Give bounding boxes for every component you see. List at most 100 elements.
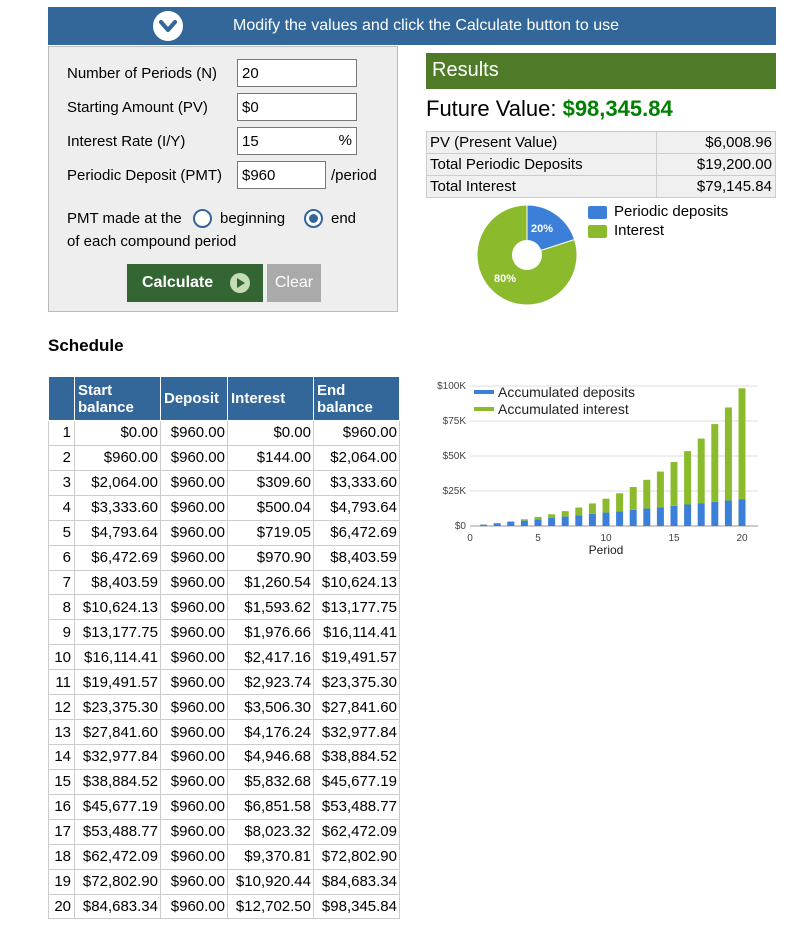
table-cell: $1,976.66 [227, 619, 314, 646]
table-cell: $960.00 [160, 694, 228, 721]
table-row: 13 $27,841.60 $960.00 $4,176.24 $32,977.84 [48, 719, 400, 745]
table-cell: $27,841.60 [74, 719, 161, 745]
table-cell: $144.00 [227, 444, 314, 471]
percent-suffix: % [327, 127, 357, 155]
row-index: 20 [48, 893, 75, 920]
pie-legend: Periodic deposits Interest [588, 203, 728, 241]
table-cell: $960.00 [160, 669, 228, 696]
table-row: 9 $13,177.75 $960.00 $1,976.66 $16,114.41 [48, 619, 400, 646]
pie-label-interest: 80% [494, 273, 516, 285]
table-cell: $23,375.30 [74, 694, 161, 721]
table-cell: $16,114.41 [74, 644, 161, 671]
radio-end[interactable] [304, 209, 323, 228]
bar-deposits [629, 509, 637, 526]
x-tick-label: 10 [600, 533, 612, 544]
pie-slice-deposits [526, 205, 576, 256]
timing-suffix: of each compound period [67, 233, 237, 250]
row-index: 15 [48, 768, 75, 795]
table-cell: $3,506.30 [227, 694, 314, 721]
bar-deposits [643, 508, 651, 526]
fv-label: Future Value: [426, 96, 557, 121]
table-cell: $10,624.13 [313, 569, 400, 596]
result-row: Total Interest $79,145.84 [425, 175, 776, 198]
table-cell: $62,472.09 [313, 818, 400, 845]
row-index: 8 [48, 594, 75, 621]
y-tick-label: $50K [443, 451, 467, 462]
schedule-title: Schedule [48, 336, 124, 355]
table-row: 17 $53,488.77 $960.00 $8,023.32 $62,472.09 [48, 818, 400, 845]
table-cell: $960.00 [160, 868, 228, 895]
legend-swatch-interest [588, 225, 607, 238]
pie-label-deposits: 20% [531, 223, 553, 235]
results-header: Results [426, 53, 776, 89]
result-label: Total Periodic Deposits [425, 153, 658, 176]
schedule-header-cell [48, 376, 75, 421]
table-cell: $960.00 [160, 719, 228, 745]
timing-end-label[interactable]: end [331, 210, 357, 227]
instruction-text: Modify the values and click the Calculat… [233, 17, 619, 34]
table-cell: $960.00 [160, 619, 228, 646]
table-cell: $53,488.77 [313, 793, 400, 820]
bar-interest [507, 521, 515, 522]
interest-rate-input[interactable] [237, 127, 327, 155]
table-row: 10 $16,114.41 $960.00 $2,417.16 $19,491.57 [48, 644, 400, 671]
bar-deposits [493, 523, 501, 526]
bar-interest [588, 503, 596, 514]
table-row: 18 $62,472.09 $960.00 $9,370.81 $72,802.90 [48, 843, 400, 870]
calculate-button[interactable]: Calculate [127, 264, 263, 302]
table-cell: $960.00 [160, 793, 228, 820]
fv-value: $98,345.84 [562, 96, 673, 121]
table-row: 4 $3,333.60 $960.00 $500.04 $4,793.64 [48, 494, 400, 521]
table-cell: $960.00 [160, 893, 228, 920]
radio-beginning[interactable] [193, 209, 212, 228]
bar-deposits [561, 516, 569, 526]
table-cell: $27,841.60 [313, 694, 400, 721]
table-cell: $1,593.62 [227, 594, 314, 621]
x-tick-label: 5 [535, 533, 541, 544]
table-row: 14 $32,977.84 $960.00 $4,946.68 $38,884.52 [48, 743, 400, 770]
results-table: PV (Present Value) $6,008.96 Total Period… [425, 131, 776, 198]
table-row: 7 $8,403.59 $960.00 $1,260.54 $10,624.13 [48, 569, 400, 596]
table-cell: $4,793.64 [74, 519, 161, 546]
periods-input[interactable] [237, 59, 357, 87]
row-index: 12 [48, 694, 75, 721]
pmt-label: Periodic Deposit (PMT) [67, 167, 223, 184]
periodic-deposit-input[interactable] [237, 161, 326, 189]
chevron-down-icon[interactable] [153, 11, 183, 41]
x-tick-label: 20 [736, 533, 748, 544]
table-cell: $32,977.84 [313, 719, 400, 745]
rate-label: Interest Rate (I/Y) [67, 133, 186, 150]
table-cell: $13,177.75 [313, 594, 400, 621]
bar-deposits [480, 524, 488, 526]
table-cell: $4,793.64 [313, 494, 400, 521]
result-value: $19,200.00 [656, 153, 776, 176]
table-row: 2 $960.00 $960.00 $144.00 $2,064.00 [48, 444, 400, 471]
table-row: 3 $2,064.00 $960.00 $309.60 $3,333.60 [48, 469, 400, 496]
play-icon [230, 273, 250, 293]
bar-interest [561, 511, 569, 517]
table-cell: $960.00 [160, 420, 228, 446]
table-cell: $10,624.13 [74, 594, 161, 621]
table-cell: $3,333.60 [313, 469, 400, 496]
table-cell: $98,345.84 [313, 893, 400, 920]
schedule-header-cell: End balance [313, 376, 400, 421]
table-cell: $960.00 [160, 469, 228, 496]
table-cell: $9,370.81 [227, 843, 314, 870]
table-cell: $970.90 [227, 544, 314, 571]
row-index: 2 [48, 444, 75, 471]
timing-beginning-label[interactable]: beginning [220, 210, 286, 227]
bar-interest [711, 424, 719, 502]
legend-label: Periodic deposits [614, 203, 729, 220]
table-row: 15 $38,884.52 $960.00 $5,832.68 $45,677.19 [48, 768, 400, 795]
starting-amount-input[interactable] [237, 93, 357, 121]
clear-button[interactable]: Clear [267, 264, 321, 302]
table-row: 11 $19,491.57 $960.00 $2,923.74 $23,375.30 [48, 669, 400, 696]
table-cell: $500.04 [227, 494, 314, 521]
bar-interest [616, 493, 624, 512]
row-index: 14 [48, 743, 75, 770]
table-cell: $72,802.90 [74, 868, 161, 895]
pie-chart: 20% 80% [476, 205, 578, 305]
result-value: $6,008.96 [656, 131, 776, 154]
table-cell: $10,920.44 [227, 868, 314, 895]
legend-label: Interest [614, 222, 665, 239]
